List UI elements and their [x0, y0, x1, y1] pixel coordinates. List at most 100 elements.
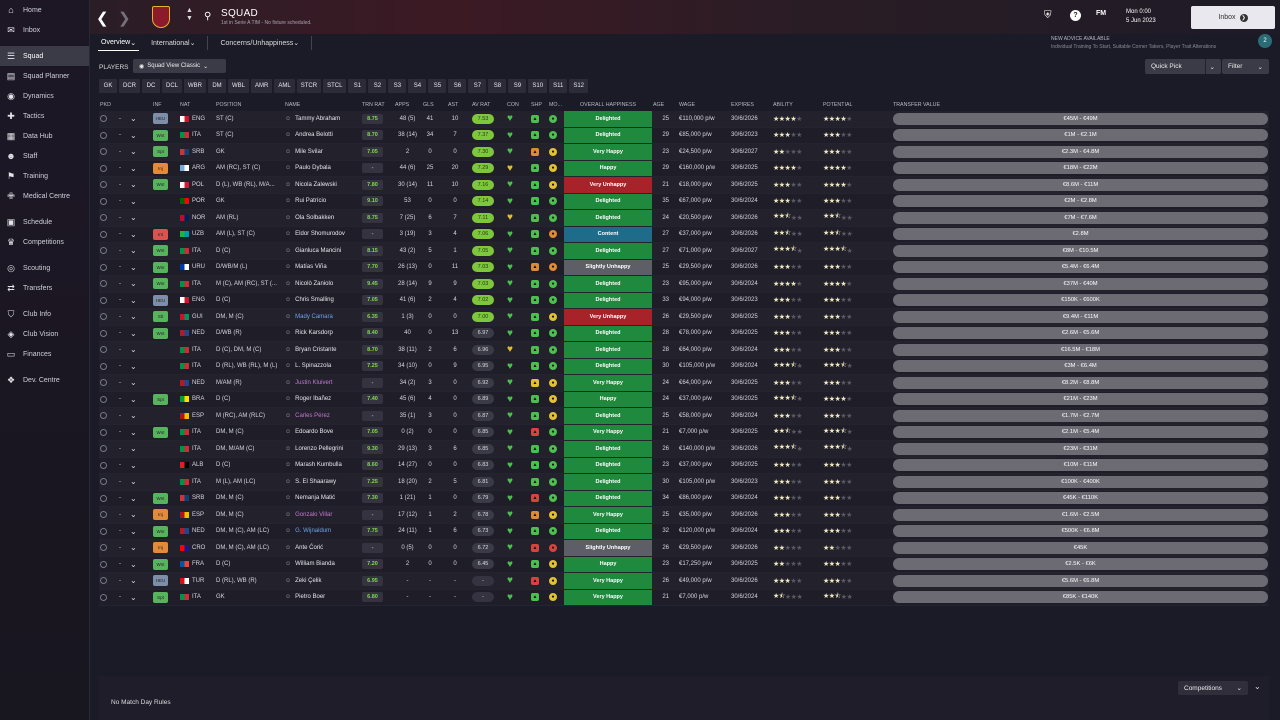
pick-toggle[interactable] [100, 560, 107, 568]
sidebar-item-dev-centre[interactable]: ❖ Dev. Centre [0, 370, 89, 390]
player-name[interactable]: L. Spinazzola [295, 363, 332, 370]
table-row[interactable]: - ⌄ Spt SRB GK ☺ Mile Svilar 7.05 2 0 0 7.30 ♥ ▲ ● Very… [99, 144, 1269, 161]
table-row[interactable]: - ⌄ Wnt ITA ST (C) ☺ Andrea Belotti 8.70 38 (14)… [99, 127, 1269, 144]
game-date[interactable]: Mon 0:00 5 Jun 2023 [1126, 8, 1156, 26]
chevron-down-icon[interactable]: ⌄ [130, 411, 137, 421]
column-header-con[interactable]: CON [507, 101, 519, 108]
player-name[interactable]: Andrea Belotti [295, 132, 333, 139]
chevron-down-icon[interactable]: ⌄ [130, 229, 137, 239]
table-row[interactable]: - ⌄ Wnt NED D/WB (R) ☺ Rick Karsdorp 8.40 40 0 13 6… [99, 325, 1269, 342]
selection-dash[interactable]: - [119, 445, 121, 452]
selection-dash[interactable]: - [119, 214, 121, 221]
status-badge[interactable]: HEU [153, 575, 168, 587]
status-badge[interactable]: Spt [153, 393, 168, 405]
player-name[interactable]: G. Wijnaldum [295, 528, 332, 535]
search-icon[interactable]: ⚲ [204, 11, 212, 22]
pick-toggle[interactable] [100, 247, 107, 255]
table-row[interactable]: - ⌄ HEU ENG D (C) ☺ Chris Smalling 7.05 41 (6) 2 4… [99, 292, 1269, 309]
column-header-exp[interactable]: EXPIRES [731, 101, 754, 108]
selection-dash[interactable]: - [119, 181, 121, 188]
chevron-down-icon[interactable]: ⌄ [130, 427, 137, 437]
selection-dash[interactable]: - [119, 412, 121, 419]
status-badge[interactable]: Wnt [153, 245, 168, 257]
column-header-apps[interactable]: APPS [395, 101, 410, 108]
table-row[interactable]: - ⌄ Inj ARG AM (RC), ST (C) ☺ Paulo Dybala - 44 … [99, 160, 1269, 177]
pick-toggle[interactable] [100, 346, 107, 354]
selection-dash[interactable]: - [119, 115, 121, 122]
sidebar-item-dynamics[interactable]: ◉ Dynamics [0, 86, 89, 106]
pick-toggle[interactable] [100, 214, 107, 222]
selection-dash[interactable]: - [119, 561, 121, 568]
table-row[interactable]: - ⌄ Wnt SRB DM, M (C) ☺ Nemanja Matić 7.30 1 (21… [99, 490, 1269, 507]
chevron-down-icon[interactable]: ⌄ [130, 279, 137, 289]
table-row[interactable]: - ⌄ Wnt ITA M (C), AM (RC), ST (... ☺ Nicolò Z… [99, 276, 1269, 293]
tab-overview[interactable]: Overview ⌄ [98, 35, 140, 51]
player-name[interactable]: Ante Ćorić [295, 544, 324, 551]
table-row[interactable]: - ⌄ NOR AM (RL) ☺ Ola Solbakken 8.75 7 (25) 6 7 7.… [99, 210, 1269, 227]
column-header-tv[interactable]: TRANSFER VALUE [893, 101, 940, 108]
table-row[interactable]: - ⌄ Wnt ITA DM, M (C) ☺ Edoardo Bove 7.05 0 (2) 0… [99, 424, 1269, 441]
table-row[interactable]: - ⌄ Spt ITA GK ☺ Pietro Boer 6.80 - - - - ♥ ▲ ● Very Ha… [99, 589, 1269, 606]
player-name[interactable]: Carles Pérez [295, 412, 330, 419]
pick-toggle[interactable] [100, 263, 107, 271]
table-row[interactable]: - ⌄ POR GK ☺ Rui Patrício 9.10 53 0 0 7.14 ♥ ▲ ● Delig… [99, 193, 1269, 210]
status-badge[interactable]: HEU [153, 294, 168, 306]
fm-menu-button[interactable]: FM [1096, 10, 1107, 17]
selection-dash[interactable]: - [119, 594, 121, 601]
pick-toggle[interactable] [100, 461, 107, 469]
chevron-down-icon[interactable]: ⌄ [130, 312, 137, 322]
sidebar-item-squad-planner[interactable]: ▤ Squad Planner [0, 66, 89, 86]
position-filter-gk[interactable]: GK [99, 79, 117, 93]
table-row[interactable]: - ⌄ ITA D (C), DM, M (C) ☺ Bryan Cristante 8.7… [99, 342, 1269, 359]
pick-toggle[interactable] [100, 445, 107, 453]
status-badge[interactable]: Spt [153, 146, 168, 158]
player-name[interactable]: Nicola Zalewski [295, 181, 337, 188]
column-header-nat[interactable]: NAT [180, 101, 191, 108]
table-row[interactable]: - ⌄ Inj CRO DM, M (C), AM (LC) ☺ Ante Ćorić - 0 … [99, 540, 1269, 557]
player-name[interactable]: Justin Kluivert [295, 379, 333, 386]
chevron-down-icon[interactable]: ⌄ [1209, 63, 1215, 71]
selection-dash[interactable]: - [119, 148, 121, 155]
club-badge-icon[interactable]: ⛨ [1044, 10, 1052, 21]
status-badge[interactable]: Inj [153, 162, 168, 174]
advice-count-badge[interactable]: 2 [1258, 34, 1272, 48]
club-crest-icon[interactable] [152, 6, 170, 28]
player-name[interactable]: Zeki Çelik [295, 577, 322, 584]
status-badge[interactable]: Wnt [153, 525, 168, 537]
column-header-ast[interactable]: AST [448, 101, 459, 108]
chevron-down-icon[interactable]: ⌄ [130, 477, 137, 487]
position-filter-dcr[interactable]: DCR [119, 79, 140, 93]
pick-toggle[interactable] [100, 511, 107, 519]
column-header-avr[interactable]: AV RAT [472, 101, 491, 108]
status-badge[interactable]: Wnt [153, 261, 168, 273]
status-badge[interactable]: Wnt [153, 129, 168, 141]
status-badge[interactable]: Wnt [153, 327, 168, 339]
selection-dash[interactable]: - [119, 363, 121, 370]
pick-toggle[interactable] [100, 280, 107, 288]
player-name[interactable]: Mady Camara [295, 313, 333, 320]
position-filter-s6[interactable]: S6 [448, 79, 467, 93]
position-filter-s9[interactable]: S9 [508, 79, 527, 93]
sidebar-item-transfers[interactable]: ⇄ Transfers [0, 278, 89, 298]
sidebar-item-data-hub[interactable]: ▦ Data Hub [0, 126, 89, 146]
column-header-position[interactable]: POSITION [216, 101, 242, 108]
view-selector[interactable]: ◉ Squad View Classic ⌄ [133, 59, 226, 73]
column-header-inf[interactable]: INF [153, 101, 162, 108]
pick-toggle[interactable] [100, 230, 107, 238]
chevron-down-icon[interactable]: ⌄ [130, 213, 137, 223]
status-badge[interactable]: Inj [153, 542, 168, 554]
table-row[interactable]: - ⌄ HEU ENG ST (C) ☺ Tammy Abraham 8.75 48 (5) 41… [99, 111, 1269, 128]
column-header-trn[interactable]: TRN RAT [362, 101, 385, 108]
chevron-down-icon[interactable]: ⌄ [130, 526, 137, 536]
selection-dash[interactable]: - [119, 478, 121, 485]
sidebar-item-training[interactable]: ⚑ Training [0, 166, 89, 186]
pick-toggle[interactable] [100, 412, 107, 420]
player-name[interactable]: Gonzalo Villar [295, 511, 333, 518]
selection-dash[interactable]: - [119, 511, 121, 518]
pick-toggle[interactable] [100, 197, 107, 205]
chevron-down-icon[interactable]: ⌄ [130, 592, 137, 602]
chevron-down-icon[interactable]: ⌄ [130, 180, 137, 190]
position-filter-stcl[interactable]: STCL [323, 79, 347, 93]
position-filter-stcr[interactable]: STCR [296, 79, 322, 93]
status-badge[interactable]: Wnt [153, 558, 168, 570]
